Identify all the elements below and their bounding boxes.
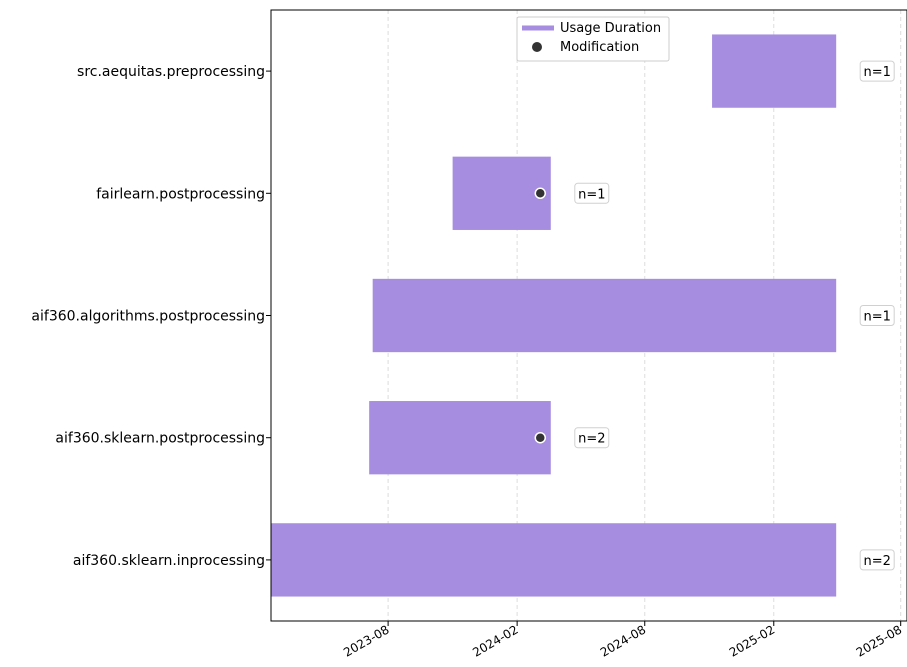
usage-bar [452,156,551,230]
count-annotation: n=1 [863,65,890,80]
annotation-box [859,549,895,571]
usage-bar [372,278,837,353]
legend-box [516,16,670,62]
x-tick-label: 2025-08 [854,622,904,659]
legend: Usage Duration Modification [516,16,670,62]
annotation-box [859,60,895,82]
x-axis: 2023-08 2024-02 2024-08 2025-02 2025-08 [341,621,904,660]
legend-label-modification: Modification [560,40,639,55]
y-tick-label: aif360.algorithms.postprocessing [31,309,265,325]
usage-bar [271,523,837,597]
y-tick-label: src.aequitas.preprocessing [77,64,265,80]
annotation-box [859,305,895,326]
y-tick-label: fairlearn.postprocessing [96,186,265,202]
modification-markers [534,187,547,444]
modification-marker [534,187,547,200]
usage-bar [712,34,837,108]
modification-marker [534,431,547,444]
annotation-box [574,427,610,449]
x-tick-label: 2023-08 [341,622,391,659]
usage-bars [271,34,837,597]
x-tick-label: 2024-08 [598,622,648,659]
annotation-box [574,182,610,204]
count-annotation: n=1 [863,310,890,325]
y-axis: src.aequitas.preprocessing fairlearn.post… [31,64,271,569]
legend-modification-swatch [532,42,542,52]
count-annotation: n=2 [863,554,890,569]
x-tick-label: 2025-02 [727,622,777,659]
count-annotation: n=1 [578,187,605,202]
x-grid [387,10,902,621]
y-tick-label: aif360.sklearn.inprocessing [73,553,265,569]
count-annotations: n=1 n=1 n=1 n=2 n=2 [574,60,895,571]
count-annotation: n=2 [578,432,605,447]
usage-bar [369,401,551,475]
legend-label-usage: Usage Duration [560,21,661,36]
x-tick-label: 2024-02 [470,622,520,659]
y-tick-label: aif360.sklearn.postprocessing [55,431,265,447]
